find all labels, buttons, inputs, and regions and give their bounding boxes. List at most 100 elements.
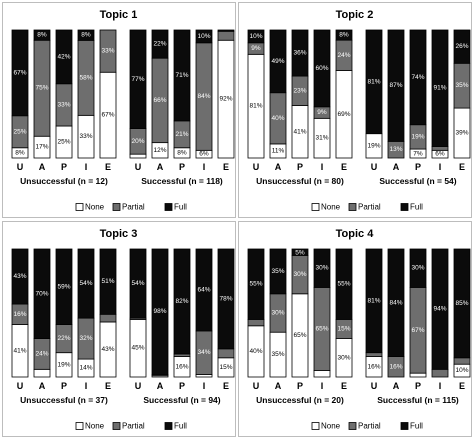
data-label: 55% [337,281,350,288]
legend-label-full: Full [410,422,423,431]
category-tick-label: A [157,162,164,172]
data-label: 6% [435,151,445,158]
legend-label-full: Full [174,422,187,431]
category-tick-label: P [61,162,67,172]
data-label: 32% [79,335,92,342]
data-label: 51% [101,278,114,285]
data-label: 75% [35,85,48,92]
data-label: 10% [197,33,210,40]
legend-swatch-full [164,422,173,430]
category-tick-label: A [275,162,282,172]
data-label: 34% [197,349,210,356]
group-label: Successful (n = 94) [143,395,220,405]
category-tick-label: I [439,162,442,172]
data-label: 12% [153,147,166,154]
data-label: 11% [272,147,285,154]
data-label: 85% [455,300,468,307]
data-label: 98% [153,308,166,315]
bar-I-partial-segment [431,368,449,378]
legend-label-full: Full [174,203,187,212]
legend-label-none: None [321,422,341,431]
data-label: 45% [131,345,144,352]
data-label: 82% [175,298,188,305]
data-label: 66% [153,97,166,104]
data-label: 30% [293,271,306,278]
category-tick-label: U [17,162,24,172]
bar-E-full-segment [453,29,471,64]
data-label: 30% [271,310,284,317]
data-label: 35% [271,268,284,275]
bar-E-full-segment [217,248,235,350]
data-label: 94% [433,306,446,313]
data-label: 36% [293,50,306,57]
bar-P-full-segment [291,29,309,77]
data-label: 7% [221,25,231,32]
panel-title: Topic 2 [336,9,374,21]
bar-I-full-segment [431,248,449,370]
group-label: Successful (n = 118) [141,176,223,186]
bar-U-partial-segment [365,352,383,357]
bar-P-full-segment [291,248,309,256]
category-tick-label: A [393,381,400,391]
category-tick-label: E [223,162,229,172]
legend-swatch-partial [112,422,121,430]
category-tick-label: U [253,162,260,172]
data-label: 10% [249,33,262,40]
data-label: 8% [37,32,47,39]
data-label: 9% [251,45,261,52]
category-tick-label: U [135,162,142,172]
data-label: 16% [367,363,380,370]
bar-U-full-segment [129,29,147,129]
data-label: 19% [411,133,424,140]
bar-P-full-segment [173,29,191,122]
group-label: Successful (n = 54) [379,176,456,186]
data-label: 35% [455,82,468,89]
category-tick-label: I [439,381,442,391]
category-tick-label: E [341,381,347,391]
bar-E-partial-segment [217,348,235,359]
data-label: 10% [455,367,468,374]
bar-E-full-segment [335,29,353,41]
bar-E-full-segment [335,248,353,320]
data-label: 71% [175,72,188,79]
data-label: 22% [153,41,166,48]
bar-A-full-segment [269,248,287,295]
bar-U-full-segment [365,248,383,354]
bar-U-full-segment [11,29,29,117]
bar-P-none-segment [409,372,427,378]
data-label: 8% [177,149,187,156]
data-label: 65% [315,326,328,333]
category-tick-label: E [223,381,229,391]
data-label: 20% [131,138,144,145]
data-label: 19% [57,361,70,368]
bar-U-full-segment [11,248,29,305]
data-label: 26% [455,43,468,50]
data-label: 87% [389,82,402,89]
legend-label-full: Full [410,203,423,212]
data-label: 58% [79,74,92,81]
legend-label-none: None [85,203,105,212]
data-label: 84% [197,93,210,100]
data-label: 7% [413,151,423,158]
data-label: 60% [315,65,328,72]
bar-P-full-segment [409,29,427,126]
data-label: 67% [13,69,26,76]
data-label: 42% [57,53,70,60]
bar-I-none-segment [313,370,331,378]
category-tick-label: I [321,162,324,172]
data-label: 74% [411,74,424,81]
data-label: 13% [389,146,402,153]
data-label: 81% [367,297,380,304]
category-tick-label: A [157,381,164,391]
category-tick-label: I [203,162,206,172]
group-label: Unsuccessful (n = 20) [256,395,344,405]
bar-I-full-segment [195,29,213,44]
data-label: 19% [367,142,380,149]
bar-A-none-segment [33,368,51,378]
legend-swatch-none [75,422,84,430]
data-label: 16% [13,311,26,318]
data-label: 8% [81,32,91,39]
bar-P-full-segment [55,248,73,325]
legend-label-partial: Partial [122,203,145,212]
data-label: 81% [249,103,262,110]
